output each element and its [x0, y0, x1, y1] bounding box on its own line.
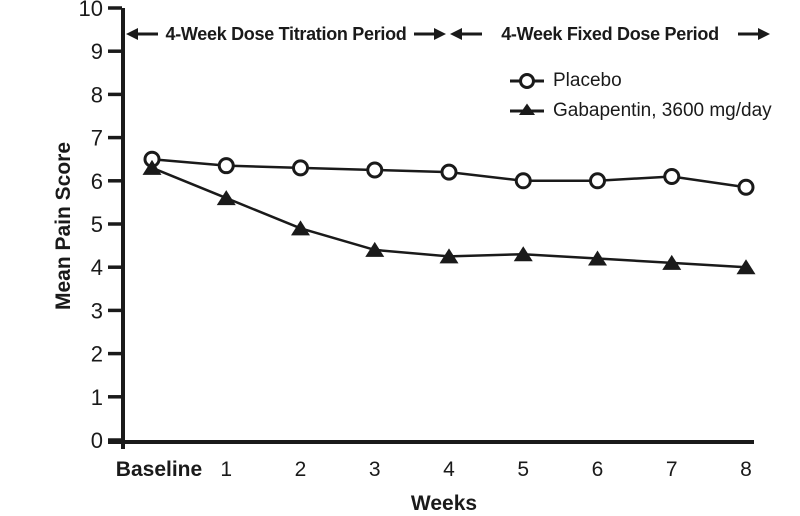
- gabapentin-marker: [588, 250, 607, 266]
- placebo-marker: [440, 163, 458, 181]
- y-tick-label: 2: [91, 342, 103, 367]
- x-tick-label: 5: [517, 458, 529, 481]
- gabapentin-marker: [291, 220, 310, 236]
- gabapentin-marker: [439, 248, 459, 264]
- x-tick-label: 3: [369, 458, 381, 481]
- x-axis-title: Weeks: [410, 492, 478, 515]
- legend: Placebo Gabapentin, 3600 mg/day: [510, 66, 772, 126]
- right-arrow-icon: [414, 28, 446, 40]
- x-tick-label: Baseline: [116, 458, 202, 481]
- x-tick-label: 1: [220, 458, 232, 481]
- gabapentin-marker: [142, 159, 162, 175]
- y-tick-label: 9: [91, 39, 103, 64]
- x-tick-label: 7: [666, 458, 678, 481]
- filled-triangle-marker-icon: [510, 103, 544, 115]
- y-axis-title: Mean Pain Score: [52, 141, 75, 311]
- legend-label-placebo: Placebo: [553, 70, 622, 91]
- annotation-fixed-dose-period: 4-Week Fixed Dose Period: [450, 21, 770, 47]
- placebo-marker: [589, 172, 606, 190]
- y-tick-label: 7: [91, 126, 103, 151]
- y-tick-label: 4: [91, 255, 103, 280]
- gabapentin-marker: [365, 241, 385, 257]
- y-tick-label: 5: [91, 212, 103, 237]
- legend-item-gabapentin: Gabapentin, 3600 mg/day: [510, 96, 772, 126]
- gabapentin-marker: [216, 190, 236, 206]
- placebo-marker: [366, 161, 384, 179]
- placebo-marker: [514, 172, 532, 190]
- placebo-marker: [217, 157, 235, 175]
- y-tick-label: 0: [91, 428, 103, 453]
- y-tick-label: 10: [79, 0, 103, 21]
- x-tick-label: 4: [443, 458, 455, 481]
- annotation-text: 4-Week Dose Titration Period: [165, 23, 407, 44]
- legend-item-placebo: Placebo: [510, 66, 772, 96]
- gabapentin-marker: [662, 254, 682, 270]
- left-arrow-icon: [126, 28, 158, 40]
- open-circle-marker-icon: [510, 73, 544, 89]
- x-tick-label: 8: [740, 458, 752, 481]
- y-tick-label: 1: [91, 385, 103, 410]
- annotation-dose-titration-period: 4-Week Dose Titration Period: [126, 21, 446, 47]
- y-tick-label: 3: [91, 298, 103, 323]
- left-arrow-icon: [450, 28, 482, 40]
- right-arrow-icon: [737, 28, 770, 40]
- legend-label-gabapentin: Gabapentin, 3600 mg/day: [553, 100, 772, 121]
- y-tick-label: 6: [91, 169, 103, 194]
- y-tick-label: 8: [91, 82, 103, 107]
- gabapentin-marker: [513, 246, 533, 262]
- annotation-text: 4-Week Fixed Dose Period: [501, 23, 719, 44]
- x-tick-label: 2: [295, 458, 307, 481]
- gabapentin-marker: [736, 259, 756, 275]
- placebo-marker: [737, 178, 755, 196]
- placebo-marker: [663, 167, 681, 185]
- placebo-marker: [292, 159, 309, 177]
- x-tick-label: 6: [592, 458, 604, 481]
